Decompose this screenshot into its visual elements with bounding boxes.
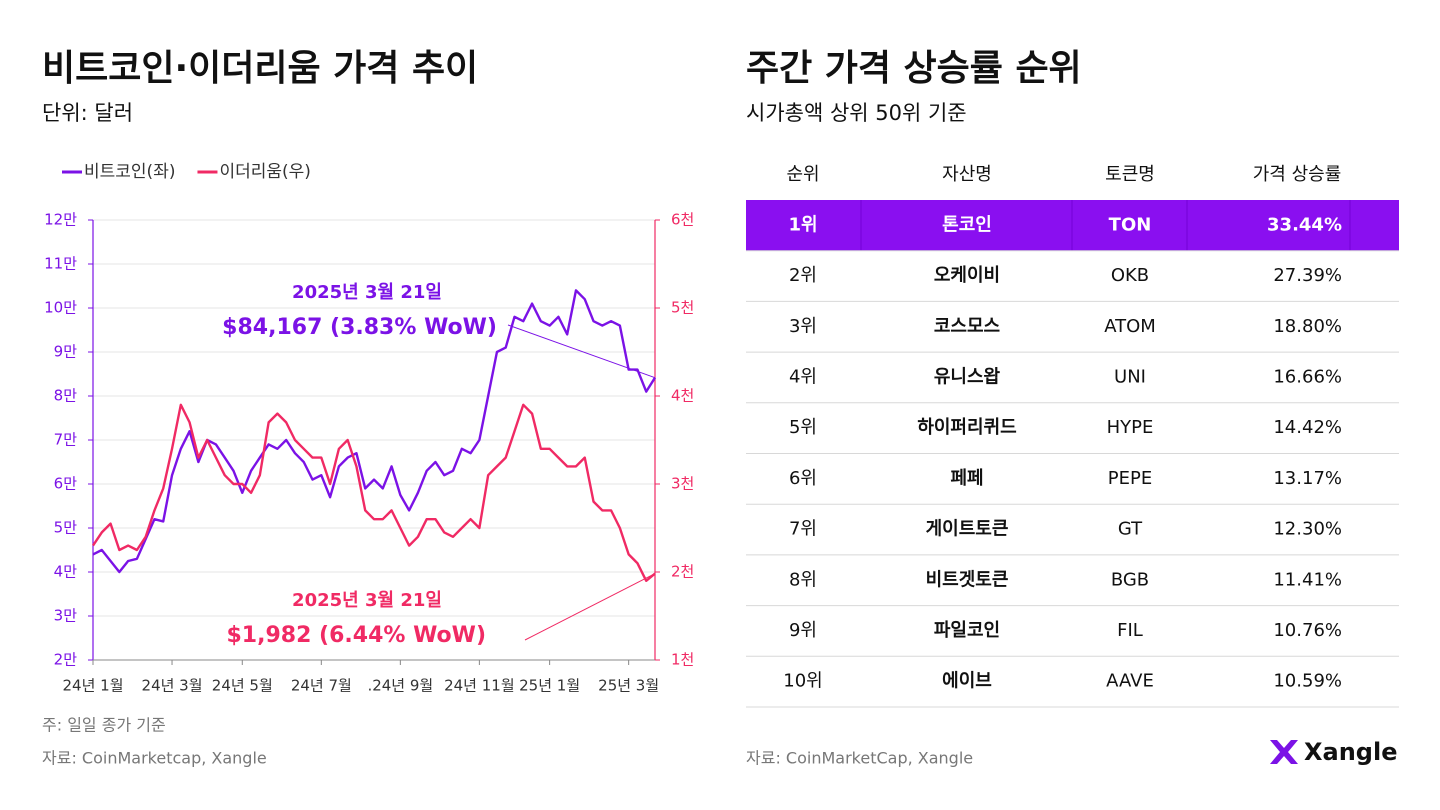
annotation-leader [507,324,656,379]
logo-mark [1270,740,1298,764]
table-cell: 18.80% [1273,316,1342,337]
table-cell: 비트겟토큰 [926,569,1009,590]
table-cell: BGB [1111,569,1149,590]
series-line [92,289,657,574]
table-cell: 13.17% [1273,468,1342,489]
logo-text: Xangle [1304,738,1397,766]
y-tick-label: 2만 [54,651,78,669]
y-tick-label: 12만 [44,211,77,229]
y2-tick-label: 5천 [671,299,694,317]
table-cell: AAVE [1106,671,1154,692]
table-source: 자료: CoinMarketCap, Xangle [746,749,973,768]
y-tick-label: 7만 [54,431,78,449]
table-cell: 8위 [789,569,817,590]
ranking-table: 순위 자산명 토큰명 가격 상승률 1위 톤코인 TON 33.44% 2위 오케이비 OKB 27.… [746,150,1399,708]
x-tick-label: 24년 3월 [142,677,203,695]
table-title: 주간 가격 상승률 순위 [746,48,1082,89]
table-cell: 10.76% [1273,620,1342,641]
table-cell: 2위 [789,265,817,286]
x-tick-label: 24년 5월 [212,677,273,695]
y-tick-label: 5만 [54,519,78,537]
table-cell: 파일코인 [934,620,1000,641]
table-cell: 3위 [789,316,817,337]
table-cell: 하이퍼리퀴드 [917,417,1016,438]
table-cell: 9위 [789,620,817,641]
y2-tick-label: 2천 [671,563,694,581]
table-cell: GT [1118,519,1143,540]
annotation-value: $84,167 (3.83% WoW) [222,315,497,340]
y2-tick-label: 6천 [671,211,694,229]
table-cell: 6위 [789,468,817,489]
y-tick-label: 4만 [54,563,78,581]
annotation-leader [524,573,656,641]
series-line [92,403,656,582]
table-cell: 코스모스 [934,316,1000,337]
table-header-cell: 가격 상승률 [1253,164,1342,185]
y-tick-label: 3만 [54,607,78,625]
legend-label: 이더리움(우) [219,162,310,182]
chart-title: 비트코인·이더리움 가격 추이 [42,48,478,89]
table-cell: 오케이비 [934,265,1000,286]
y2-tick-label: 4천 [671,387,694,405]
logo-icon [1270,740,1298,764]
table-cell: 10위 [783,671,822,692]
table-cell: 유니스왑 [934,366,1001,387]
chart-area: 2만 3만 4만 5만 6만 7만 8만 9만 10만 11만 12만 1천 2천 3천 4천 5천 6천 24년… [44,162,694,695]
annotation-date: 2025년 3월 21일 [292,590,442,611]
table-cell: 게이트토큰 [926,519,1009,540]
table-cell: ATOM [1104,316,1156,337]
table-cell: UNI [1114,366,1146,387]
y2-tick-label: 1천 [671,651,694,669]
table-cell: 27.39% [1273,265,1342,286]
x-tick-label: 24년 11월 [444,677,515,695]
y-tick-label: 6만 [54,475,78,493]
table-cell: 11.41% [1273,569,1342,590]
table-cell: 5위 [789,417,817,438]
y-tick-label: 8만 [54,387,78,405]
y-tick-label: 11만 [44,255,77,273]
x-tick-label: 24년 1월 [63,677,124,695]
table-cell: 33.44% [1267,214,1342,235]
table-cell: FIL [1117,620,1143,641]
table-header-cell: 토큰명 [1105,164,1155,185]
chart-source: 자료: CoinMarketcap, Xangle [42,749,267,768]
table-cell: OKB [1111,265,1149,286]
x-tick-label: 24년 7월 [291,677,352,695]
table-header-cell: 순위 [786,164,819,185]
legend-label: 비트코인(좌) [84,162,175,182]
y-tick-label: 9만 [54,343,78,361]
table-cell: 10.59% [1273,671,1342,692]
table-cell: PEPE [1108,468,1152,489]
table-cell: 12.30% [1273,519,1342,540]
table-cell: 톤코인 [942,214,992,235]
table-cell: 에이브 [942,671,992,692]
x-tick-label: 25년 3월 [598,677,659,695]
table-cell: 7위 [789,519,817,540]
table-header-bg [746,150,1399,200]
table-cell: TON [1109,214,1152,235]
table-cell: 14.42% [1273,417,1342,438]
chart-note: 주: 일일 종가 기준 [42,716,166,735]
table-cell: 16.66% [1273,366,1342,387]
table-cell: HYPE [1107,417,1154,438]
x-tick-label: .24년 9월 [367,677,433,695]
annotation-value: $1,982 (6.44% WoW) [226,623,486,648]
x-tick-label: 25년 1월 [519,677,580,695]
table-cell: 페페 [950,468,983,489]
annotation-date: 2025년 3월 21일 [292,282,442,303]
chart-subtitle: 단위: 달러 [42,101,133,125]
table-header-cell: 자산명 [942,164,992,185]
table-cell: 4위 [789,366,817,387]
table-subtitle: 시가총액 상위 50위 기준 [746,101,967,125]
table-cell: 1위 [788,214,817,235]
y2-tick-label: 3천 [671,475,694,493]
y-tick-label: 10만 [44,299,77,317]
